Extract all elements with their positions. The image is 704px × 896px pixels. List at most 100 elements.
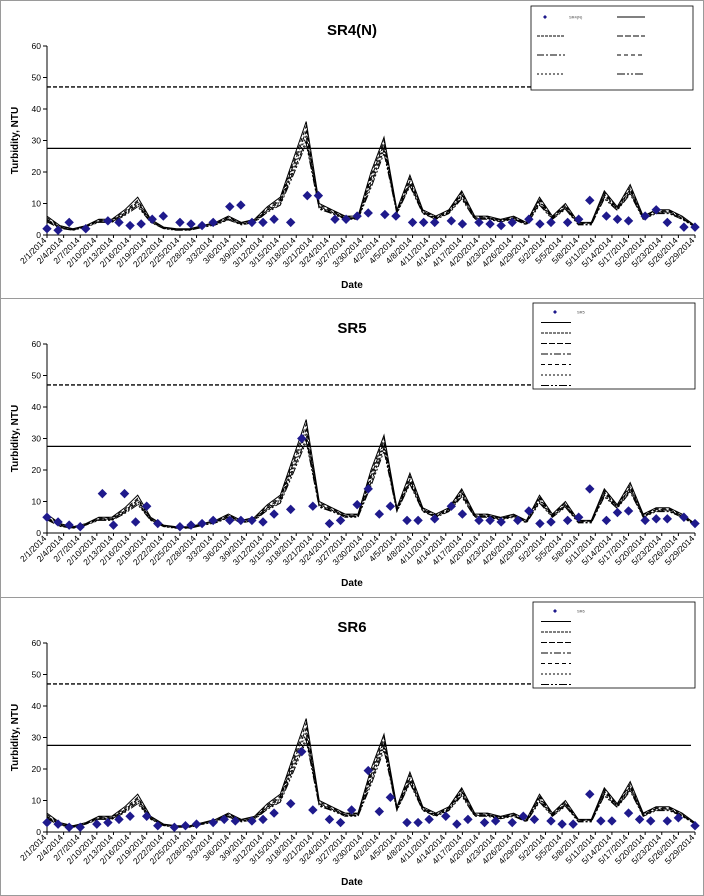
data-point [197,518,207,529]
chart-panel-sr5: SR5 0 10 20 30 40 50 60 2/1/2014 2/4/2014 2/7/2014… [0,298,704,598]
data-point [186,520,196,530]
data-point [97,488,108,499]
y-tick-label: 60 [32,638,42,648]
data-point [640,515,650,526]
data-point [81,223,91,234]
data-point [230,816,241,826]
data-point [153,820,163,831]
data-point [335,817,346,828]
data-point [297,433,307,444]
data-point [330,214,340,224]
data-point [673,813,684,823]
legend-label: SR6 [577,609,586,614]
series-line [46,133,696,231]
data-point [507,817,517,828]
legend-box [532,302,696,390]
data-point [679,512,689,522]
data-point [662,816,673,826]
series-line [46,436,696,529]
data-point [546,217,556,228]
data-point [236,200,246,210]
series-line [46,419,696,528]
series-line [46,427,696,528]
x-axis-label: Date [341,280,363,291]
chart-title: SR5 [337,320,366,337]
data-point [208,217,218,228]
data-point [363,765,373,776]
data-point [64,822,74,832]
data-point [42,817,52,828]
y-tick-label: 40 [32,701,42,711]
legend: SR5 [532,302,696,390]
data-point [474,515,484,526]
data-point [53,819,63,829]
data-point [601,515,612,526]
data-point [474,217,484,228]
y-tick-label: 30 [32,733,42,743]
data-point [496,517,506,527]
data-point [596,816,606,826]
data-point [585,789,595,799]
data-point [42,223,52,234]
data-point [208,515,218,526]
data-point [352,499,362,510]
data-point [186,219,196,229]
data-point [208,817,218,828]
data-point [418,217,429,228]
data-point [573,512,584,522]
data-point [546,517,556,527]
data-point [324,814,335,825]
data-point [225,515,235,526]
data-point [141,501,152,511]
data-point [308,805,318,815]
data-point [380,209,390,220]
data-point [424,814,434,825]
data-point [236,515,246,526]
data-point [557,819,567,829]
series-line [46,141,696,231]
y-tick-label: 20 [32,465,42,475]
data-point [285,798,296,809]
data-point [147,214,157,224]
series-line [46,730,696,828]
data-point [562,217,573,228]
data-point [75,822,85,832]
data-point [651,205,661,215]
data-point [53,517,63,527]
chart-panel-sr4n: SR4(N) 0 10 20 30 40 50 60 2/1/2014 2/4/2014 2/7/2… [0,0,704,299]
data-point [463,814,473,825]
data-point [297,746,307,757]
series-line [46,735,696,828]
y-tick-label: 10 [32,199,42,209]
data-point [535,219,545,229]
series-line [46,439,696,529]
data-point [690,222,700,232]
data-point [269,509,279,519]
data-point [524,214,534,224]
data-point [452,819,462,829]
data-point [346,805,357,815]
y-axis-label: Turbidity, NTU [10,704,21,771]
chart-panel-sr6: SR6 0 10 20 30 40 50 60 2/1/2014 2/4/2014 2/7/2014… [0,597,704,896]
data-point [518,811,529,821]
y-tick-label: 0 [36,827,41,837]
data-point [103,216,113,226]
y-tick-label: 50 [32,371,42,381]
y-tick-label: 50 [32,670,42,680]
series-line [46,738,696,828]
x-axis-label: Date [341,578,363,589]
data-point [308,501,318,511]
data-point [690,518,700,529]
data-point [269,214,279,224]
data-point [607,816,617,826]
y-tick-label: 20 [32,167,42,177]
data-point [136,219,146,229]
data-point [42,512,52,522]
data-point [335,515,346,526]
data-point [407,217,418,228]
data-point [64,520,74,530]
data-point [197,220,207,231]
data-point [485,515,495,526]
data-point [285,217,296,228]
